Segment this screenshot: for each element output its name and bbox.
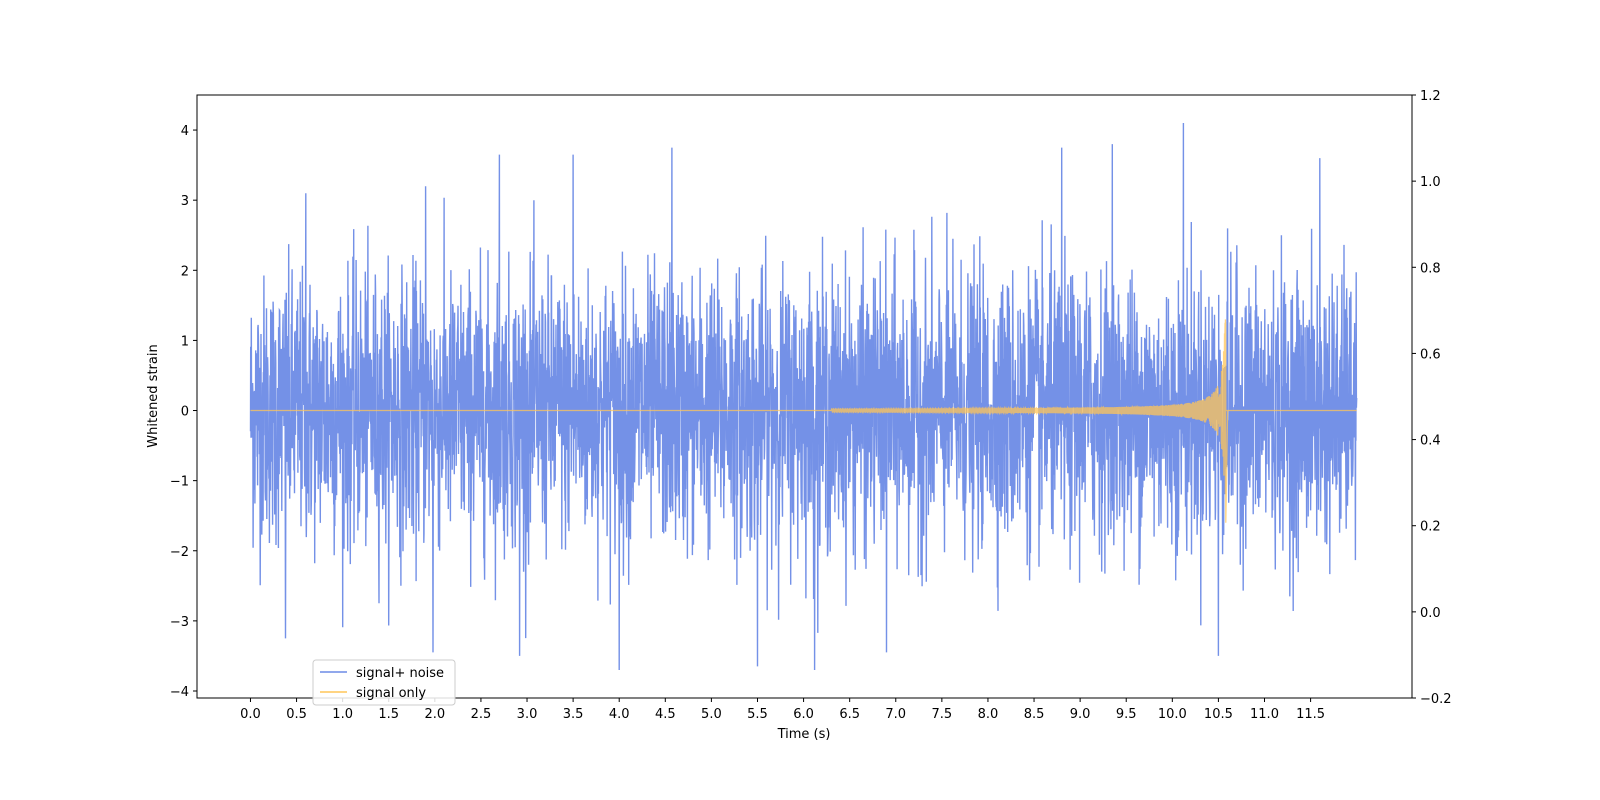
x-tick-label: 11.0 [1250,707,1279,722]
y2-tick-label: 0.4 [1420,434,1441,449]
x-tick-label: 7.0 [885,707,906,722]
y2-tick-label: 0.6 [1420,347,1441,362]
legend-box [312,659,456,706]
y2-tick-label: −0.2 [1420,692,1452,707]
x-tick-label: 3.0 [517,707,538,722]
x-tick-label: 3.5 [563,707,584,722]
y2-tick-label: 0.8 [1420,261,1441,276]
y-axis-label: Whitened strain [146,344,161,447]
y-tick-label: 2 [181,264,189,279]
x-tick-label: 10.0 [1158,707,1187,722]
x-tick-label: 8.0 [978,707,999,722]
axes-frame [196,94,1413,699]
y2-tick-label: 0.2 [1420,520,1441,535]
x-axis-label: Time (s) [777,727,831,742]
x-tick-label: 2.5 [471,707,492,722]
x-tick-label: 8.5 [1024,707,1045,722]
x-tick-label: 0.0 [240,707,261,722]
y-axis-right: −0.2 0.0 0.2 0.4 0.6 0.8 1.0 1.2 [1412,89,1452,707]
y2-tick-label: 1.2 [1420,89,1441,104]
x-tick-label: 6.5 [839,707,860,722]
y-axis-left: −4 −3 −2 −1 0 1 2 3 4 [170,124,197,700]
x-tick-label: 1.5 [378,707,399,722]
y-tick-label: 0 [181,405,189,420]
x-tick-label: 2.0 [424,707,445,722]
y-tick-label: 3 [181,194,189,209]
y-tick-label: −1 [170,475,189,490]
x-tick-label: 4.0 [609,707,630,722]
y-tick-label: −4 [170,685,189,700]
x-tick-label: 4.5 [655,707,676,722]
x-axis: 0.0 0.5 1.0 1.5 2.0 2.5 3.0 3.5 4.0 4.5 5.0 5.5 6.0 6… [240,698,1325,722]
x-tick-label: 5.0 [701,707,722,722]
y-tick-label: −2 [170,545,189,560]
x-tick-label: 9.5 [1116,707,1137,722]
y-tick-label: −3 [170,615,189,630]
x-tick-label: 10.5 [1204,707,1233,722]
y2-tick-label: 0.0 [1420,606,1441,621]
x-tick-label: 6.0 [793,707,814,722]
x-tick-label: 7.5 [932,707,953,722]
y-tick-label: 4 [181,124,189,139]
x-tick-label: 5.5 [747,707,768,722]
x-tick-label: 1.0 [332,707,353,722]
x-tick-label: 11.5 [1296,707,1325,722]
y-tick-label: 1 [181,334,189,349]
series-line-signal-only [250,319,1357,523]
series-layer [249,122,1358,671]
y2-tick-label: 1.0 [1420,175,1441,190]
legend: signal+ noise signal only [312,659,456,706]
legend-label-signal-noise: signal+ noise [356,666,444,681]
x-tick-label: 0.5 [286,707,307,722]
x-tick-label: 9.0 [1070,707,1091,722]
legend-label-signal-only: signal only [356,686,426,701]
